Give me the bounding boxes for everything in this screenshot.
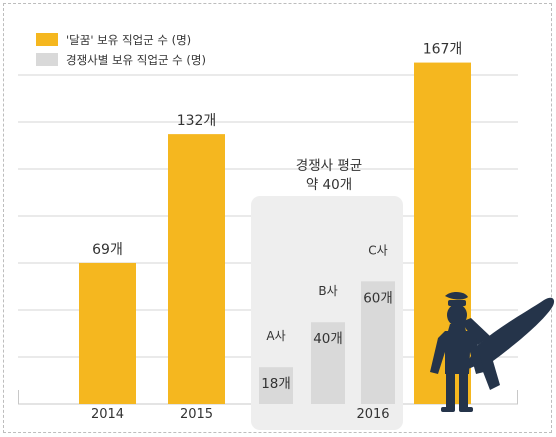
legend-swatch-dalggum [36,33,58,46]
x-tick-label-2016: 2016 [356,407,389,422]
bars: 69개 132개 167개 18개 A사 40개 B사 60개 C사 [79,42,471,404]
legend-label-dalggum: '달꿈' 보유 직업군 수 (명) [66,33,191,47]
annotation-line-2: 약 40개 [306,177,352,193]
bar-competitor-1 [311,322,345,404]
bar-value-label-2014: 69개 [92,242,123,258]
pilot-with-airplane-icon [430,291,555,412]
competitor-value-label: 60개 [363,290,393,306]
bar-competitor-0 [259,367,293,404]
legend-swatch-competitor [36,53,58,66]
competitor-value-label: 18개 [261,376,291,392]
competitor-name-label: A사 [266,329,285,343]
competitor-value-label: 40개 [313,331,343,347]
competitor-name-label: B사 [318,284,337,298]
chart-frame [3,3,552,433]
annotation-line-1: 경쟁사 평균 [296,158,362,174]
bar-dalggum-2014 [79,262,136,404]
x-tick-label-2014: 2014 [91,407,124,422]
bar-value-label-2015: 132개 [177,113,217,129]
x-axis-labels: 2014 2015 2016 [91,407,390,422]
bar-competitor-2 [361,281,395,404]
competitor-average-annotation: 경쟁사 평균 약 40개 [296,158,362,193]
bar-value-label-2016: 167개 [423,42,463,58]
competitor-name-label: C사 [368,243,387,257]
legend-label-competitor: 경쟁사별 보유 직업군 수 (명) [66,53,206,67]
x-tick-label-2015: 2015 [180,407,213,422]
bar-dalggum-2015 [168,134,225,404]
legend: '달꿈' 보유 직업군 수 (명) 경쟁사별 보유 직업군 수 (명) [36,33,206,67]
